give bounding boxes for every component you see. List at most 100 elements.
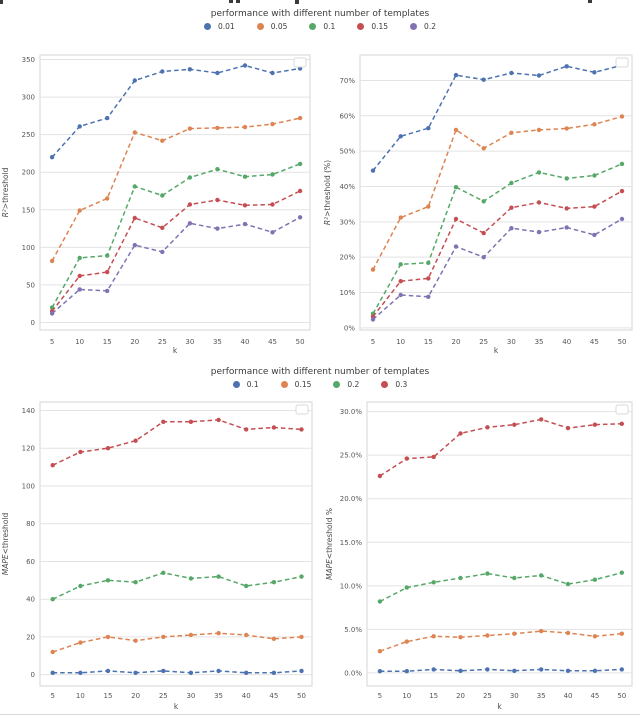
data-point [398, 292, 403, 298]
data-point [77, 273, 82, 279]
data-point [270, 230, 275, 235]
x-tick-label: 30 [510, 692, 519, 700]
data-point [105, 578, 111, 583]
data-point [536, 127, 542, 133]
data-point [485, 667, 490, 672]
data-point [161, 419, 166, 424]
data-point [565, 425, 571, 431]
data-point [565, 581, 571, 587]
legend-dot [357, 23, 365, 30]
data-point [536, 73, 542, 78]
legend-entry-0.15: 0.15 [280, 380, 311, 389]
y-tick-label: 0% [344, 324, 355, 332]
data-point [270, 172, 275, 177]
data-point [242, 174, 248, 179]
data-point [536, 170, 542, 175]
legend-label: 0.1 [323, 22, 336, 31]
data-point [105, 115, 110, 121]
series-line-0.1 [51, 163, 301, 308]
plot-area [39, 54, 311, 331]
cropped-text-fragment [588, 0, 592, 3]
data-point [132, 78, 137, 83]
y-tick-label: 70% [339, 77, 355, 85]
x-tick-label: 40 [562, 338, 571, 346]
y-tick-label: 20 [26, 633, 35, 641]
data-point [105, 288, 110, 294]
legend-entries: 0.01 0.05 0.1 0.15 0.2 [204, 22, 436, 31]
data-point [132, 184, 137, 189]
data-point [453, 244, 459, 249]
data-point [105, 634, 111, 640]
y-tick-label: 250 [22, 131, 35, 139]
data-point [426, 294, 431, 299]
y-tick-label: 150 [22, 206, 35, 214]
data-point [77, 287, 82, 292]
data-point [592, 204, 597, 209]
data-point [187, 175, 193, 180]
legend-label: 0.05 [270, 22, 288, 31]
legend-title: performance with different number of tem… [210, 367, 430, 377]
data-point [133, 638, 138, 643]
cropped-text-fragment [229, 0, 233, 3]
legend-entry-0.01: 0.01 [204, 22, 235, 31]
series-line-0.15 [372, 190, 623, 318]
chart-mape-lt-threshold-percent: 0.0% 5.0% 10.0% 15.0% 20.0% 25.0% 30.0% 5 10 15 20… [322, 396, 640, 718]
data-point [536, 200, 542, 205]
y-tick-label: 5.0% [344, 626, 362, 634]
data-point [244, 670, 249, 675]
data-point [244, 632, 249, 638]
data-point [512, 575, 517, 581]
x-tick-label: 35 [213, 338, 222, 346]
y-tick-label: 20.0% [340, 495, 363, 503]
x-tick-label: 10 [76, 692, 85, 700]
data-point [132, 215, 137, 221]
data-point [271, 670, 277, 675]
series-line-0.05 [372, 115, 623, 270]
data-point [565, 630, 571, 636]
y-tick-label: 10.0% [340, 582, 363, 590]
x-tick-label: 15 [103, 338, 112, 346]
legend-bottom: performance with different number of tem… [0, 366, 640, 389]
y-tick-label: 10% [339, 289, 355, 297]
data-point [512, 422, 517, 427]
y-axis-label: R²>threshold (%) [323, 160, 332, 225]
data-point [77, 208, 82, 213]
legend-dot [280, 381, 288, 388]
data-point [215, 197, 220, 203]
data-point [458, 635, 463, 640]
legend-label: 0.1 [246, 380, 259, 389]
legend-label: 0.2 [347, 380, 360, 389]
data-point [270, 202, 275, 207]
data-point [458, 575, 463, 581]
y-tick-label: 100 [22, 244, 35, 252]
data-point [370, 168, 376, 173]
legend-entry-0.15: 0.15 [357, 22, 388, 31]
series-line-0.01 [51, 64, 301, 158]
x-tick-label: 45 [590, 338, 599, 346]
data-point [481, 199, 486, 204]
y-tick-label: 25.0% [340, 452, 363, 460]
data-point [539, 667, 544, 672]
data-point [271, 425, 277, 430]
data-point [453, 127, 459, 133]
data-point [78, 583, 83, 589]
x-tick-label: 15 [424, 338, 433, 346]
y-tick-label: 40 [26, 596, 35, 604]
x-tick-label: 50 [297, 692, 306, 700]
data-point [187, 221, 193, 226]
data-point [619, 667, 624, 672]
data-point [133, 670, 138, 675]
data-point [426, 276, 431, 281]
data-point [242, 203, 248, 208]
data-point [509, 205, 514, 210]
data-point [188, 670, 194, 675]
data-point [458, 668, 463, 673]
x-tick-label: 15 [104, 692, 113, 700]
y-tick-label: 20% [339, 254, 355, 262]
data-point [404, 585, 409, 590]
data-point [188, 632, 194, 638]
x-tick-label: 35 [535, 338, 544, 346]
data-point [215, 226, 220, 231]
x-tick-label: 30 [186, 692, 195, 700]
